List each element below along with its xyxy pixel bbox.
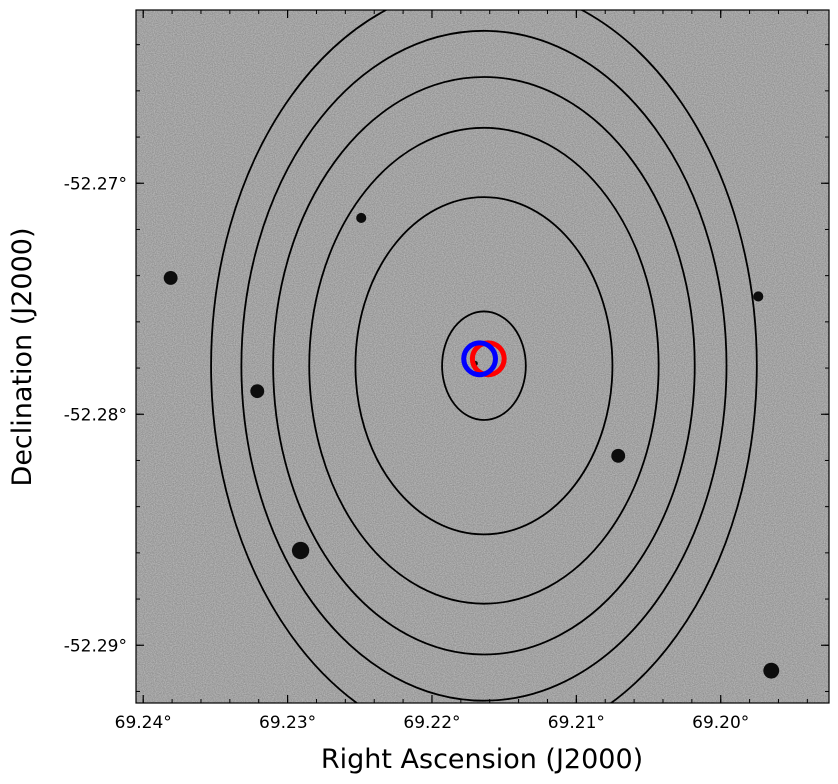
star-0: [763, 662, 780, 679]
stars-layer: [163, 212, 780, 679]
contour-level-5: [240, 29, 728, 702]
contour-level-6: [210, 10, 758, 703]
contour-level-1: [441, 310, 527, 421]
y-tick-label: -52.28°: [64, 405, 127, 425]
contour-level-3: [308, 126, 660, 605]
star-2: [611, 448, 626, 463]
y-tick-label: -52.29°: [64, 636, 127, 656]
x-tick-label: 69.23°: [259, 713, 316, 733]
axis-ticks: [136, 10, 829, 703]
x-tick-label: 69.21°: [548, 713, 605, 733]
star-5: [753, 291, 764, 302]
star-3: [250, 384, 265, 399]
markers-layer: [461, 340, 507, 378]
x-tick-label: 69.22°: [403, 713, 460, 733]
star-1: [291, 541, 310, 560]
y-tick-labels: -52.29° -52.28° -52.27°: [64, 174, 127, 656]
contour-level-2: [354, 196, 614, 536]
y-axis-label: Declination (J2000): [7, 228, 38, 487]
plot-frame: [135, 9, 830, 704]
sky-image-noise: [136, 10, 829, 703]
y-tick-label: -52.27°: [64, 174, 127, 194]
contour-level-4: [272, 76, 696, 656]
x-tick-label: 69.24°: [115, 713, 172, 733]
x-axis-label: Right Ascension (J2000): [321, 744, 643, 775]
blue-circle-marker: [461, 340, 498, 378]
contours-layer: [210, 10, 758, 703]
star-4: [163, 271, 178, 285]
x-tick-label: 69.20°: [692, 713, 749, 733]
star-6: [356, 212, 367, 223]
x-tick-labels: 69.24° 69.23° 69.22° 69.21° 69.20°: [115, 713, 750, 733]
plot-area: [136, 10, 829, 703]
